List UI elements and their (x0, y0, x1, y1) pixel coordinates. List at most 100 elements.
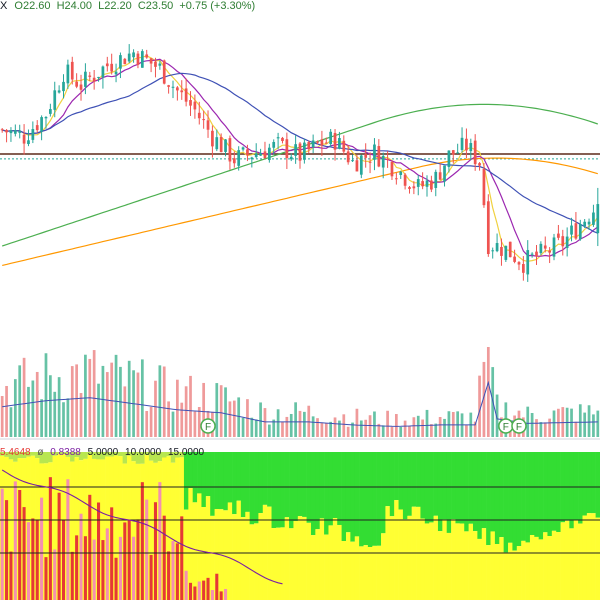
volume-bar (272, 419, 276, 437)
candle-body (84, 71, 87, 87)
candle-body (31, 129, 35, 140)
candle-body (246, 149, 249, 156)
candle-body (513, 256, 516, 262)
indicator-yellow-bar (337, 524, 342, 600)
volume-bar (364, 419, 368, 437)
candle-body (324, 142, 328, 144)
indicator-green-bar (332, 452, 338, 519)
candle-body (105, 63, 109, 67)
indicator-green-bar (21, 452, 27, 459)
high-value: H24.00 (56, 0, 93, 12)
indicator-green-bar (0, 452, 5, 456)
candle-body (206, 120, 210, 130)
candle-body (548, 250, 551, 253)
indicator-green-bar (297, 452, 303, 517)
indicator-green-bar (70, 452, 75, 462)
volume-bar (311, 416, 315, 437)
indicator-green-bar (547, 452, 553, 537)
candle-body (66, 64, 70, 84)
volume-bar (184, 386, 188, 437)
indicator-yellow-bar (529, 535, 535, 600)
volume-bar (70, 366, 74, 437)
indicator-yellow-bar (52, 455, 58, 600)
indicator-yellow-bar (586, 513, 592, 600)
candle-body (254, 153, 258, 158)
indicator-green-bar (341, 452, 347, 542)
volume-bar (552, 410, 556, 437)
volume-bar (0, 396, 4, 437)
indicator-yellow-bar (183, 509, 189, 600)
indicator-green-bar (472, 452, 478, 532)
volume-bar (167, 401, 170, 437)
volume-bar (530, 413, 534, 437)
indicator-yellow-bar (232, 514, 237, 600)
candle-body (333, 132, 337, 150)
volume-bar (425, 409, 429, 437)
candle-body (110, 63, 114, 72)
candle-body (473, 140, 477, 165)
indicator-green-bar (345, 452, 351, 533)
indicator-yellow-bar (275, 527, 281, 600)
indicator-red-bar (35, 520, 39, 600)
candle-body (377, 146, 381, 167)
volume-bar (381, 425, 385, 437)
indicator-red-bar (197, 581, 201, 600)
indicator-green-bar (525, 452, 531, 543)
indicator-yellow-bar (284, 517, 290, 600)
candle-body (35, 125, 39, 131)
indicator-yellow-bar (131, 461, 137, 600)
indicator-yellow-bar (227, 502, 233, 600)
indicator-green-bar (258, 452, 264, 514)
event-marker-icon (200, 418, 216, 434)
volume-bar (84, 354, 87, 437)
indicator-yellow-bar (433, 515, 439, 600)
volume-bar (75, 364, 78, 437)
indicator-green-bar (586, 452, 592, 514)
indicator-green-bar (359, 452, 364, 547)
candle-body (526, 250, 530, 275)
volume-bar (219, 385, 223, 437)
indicator-green-bar (451, 452, 456, 520)
indicator-red-bar (188, 582, 193, 600)
indicator-value-2: 0.8388 (50, 447, 81, 458)
indicator-green-bar (236, 452, 242, 501)
indicator-legend: 5.4648 ø 0.8388 5.0000 10.0000 15.0000 (0, 447, 208, 458)
ohlc-legend: X O22.60 H24.00 L22.20 C23.50 +0.75 (+3.… (0, 0, 258, 12)
indicator-yellow-bar (508, 542, 513, 600)
indicator-green-bar (564, 452, 570, 521)
indicator-yellow-bar (118, 456, 123, 600)
indicator-green-bar (468, 452, 474, 524)
volume-bar (408, 425, 411, 437)
indicator-green-bar (35, 452, 40, 459)
volume-bar (224, 387, 227, 437)
indicator-green-bar (433, 452, 439, 516)
candle-body (478, 163, 481, 166)
indicator-yellow-bar (170, 462, 176, 600)
candle-body (13, 130, 17, 134)
indicator-yellow-bar (560, 522, 566, 600)
indicator-yellow-bar (407, 515, 412, 600)
candle-body (500, 246, 503, 256)
indicator-yellow-bar (354, 536, 360, 600)
indicator-yellow-bar (402, 519, 408, 600)
candle-body (543, 245, 547, 249)
indicator-green-bar (74, 452, 80, 458)
indicator-yellow-bar (210, 515, 215, 600)
indicator-green-bar (140, 452, 145, 464)
candle-body (127, 53, 131, 62)
indicator-green-bar (218, 452, 224, 510)
indicator-yellow-bar (538, 539, 544, 600)
volume-bar (465, 425, 468, 437)
volume-bar (250, 417, 254, 437)
indicator-yellow-bar (455, 523, 461, 600)
candle-body (298, 143, 302, 161)
indicator-yellow-bar (328, 525, 334, 600)
candle-body (219, 136, 223, 153)
candle-body (342, 140, 346, 152)
indicator-level-1: 5.0000 (87, 447, 119, 458)
volume-bar (412, 417, 416, 437)
volume-bar (92, 350, 96, 437)
volume-bar (561, 407, 565, 437)
candle-body (530, 253, 534, 255)
